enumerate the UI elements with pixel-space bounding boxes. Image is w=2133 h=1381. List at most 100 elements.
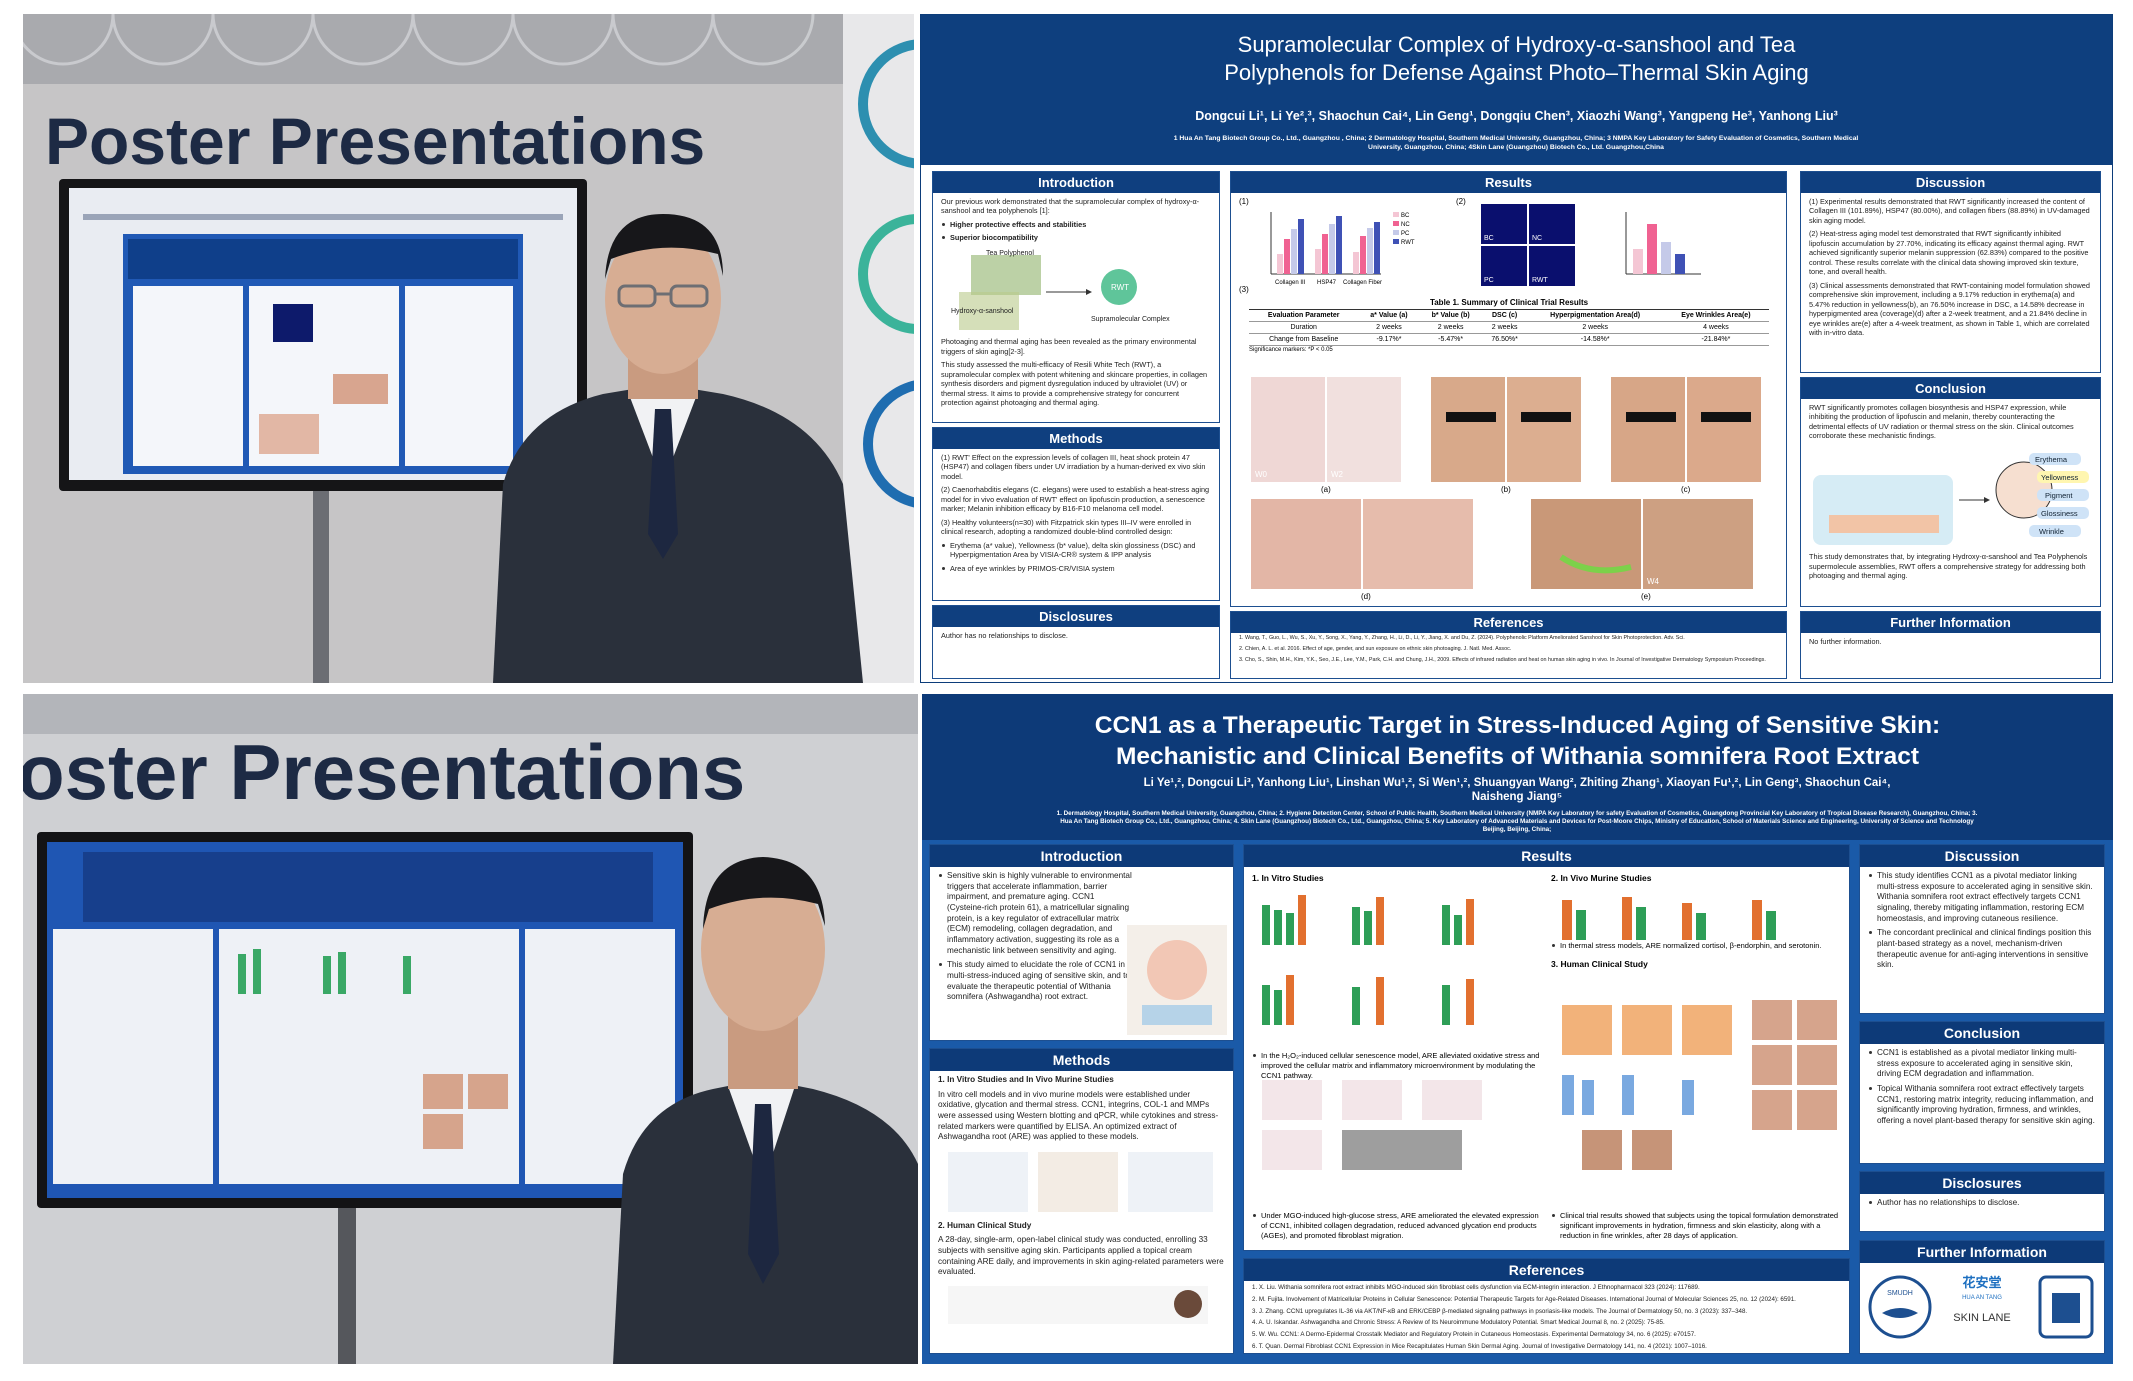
bullet-item: Higher protective effects and stabilitie… [941, 220, 1211, 229]
section-introduction: Introduction Our previous work demonstra… [932, 171, 1220, 423]
table-row: Evaluation Parameter a* Value (a) b* Value… [1249, 309, 1769, 322]
micro-label: PC [1484, 277, 1494, 284]
table-cell: 2 weeks [1358, 321, 1420, 334]
paragraph: This study assessed the multi-efficacy o… [941, 360, 1208, 408]
legend-entry: PC [1401, 231, 1410, 237]
section-heading: Conclusion [1801, 378, 2100, 399]
poster-title: Supramolecular Complex of Hydroxy-α-sans… [921, 31, 2112, 87]
paragraph: (3) Healthy volunteers(n=30) with Fitzpa… [941, 517, 1192, 537]
paragraph: 5. W. Wu. CCN1: A Dermo-Epidermal Crosst… [1252, 1331, 1696, 1338]
paragraph: 3. J. Zhang. CCN1 upregulates IL-36 via … [1252, 1307, 1748, 1315]
panel-label: (b) [1501, 485, 1511, 494]
section-heading: References [1231, 612, 1786, 633]
timepoint-label: W2 [1331, 470, 1344, 479]
section-conclusion: Conclusion CCN1 is established as a pivo… [1859, 1021, 2105, 1164]
table-note: Significance markers: *P < 0.05 [1249, 347, 1333, 353]
poster-bottom: CCN1 as a Therapeutic Target in Stress-I… [922, 694, 2113, 1364]
banner-text: oster Presentations [23, 728, 745, 816]
section-discussion: Discussion (1) Experimental results demo… [1800, 171, 2101, 373]
table-cell: Evaluation Parameter [1249, 309, 1359, 322]
section-heading: Introduction [930, 845, 1233, 867]
poster-header: CCN1 as a Therapeutic Target in Stress-I… [922, 694, 2113, 840]
result-note: Under MGO-induced high-glucose stress, A… [1252, 1211, 1542, 1240]
diagram-label: Erythema [2035, 455, 2068, 464]
section-heading: Further Information [1860, 1241, 2104, 1263]
photo-scene: oster Presentations [23, 694, 918, 1364]
section-discussion: Discussion This study identifies CCN1 as… [1859, 844, 2105, 1014]
logos: SMUDH 花安堂 HUA AN TANG SKIN LANE [1868, 1275, 2094, 1339]
person-suit [493, 384, 863, 683]
chart-category: Collagen III [1275, 280, 1306, 286]
section-heading: Methods [933, 428, 1219, 449]
bullet-item: Area of eye wrinkles by PRIMOS-CR/VISIA … [941, 564, 1211, 573]
table-row: Duration 2 weeks 2 weeks 2 weeks 2 weeks 4 we… [1249, 321, 1769, 334]
section-methods: Methods 1. In Vitro Studies and In Vivo … [929, 1048, 1234, 1354]
subheading: 3. Human Clinical Study [1551, 959, 1648, 969]
conclusion-diagram: Erythema Yellowness Pigment Glossiness W… [1813, 452, 2089, 545]
bullet-item: Topical Withania somnifera root extract … [1868, 1084, 2096, 1127]
paragraph: 1. Wang, T., Guo, L., Wu, S., Xu, Y., So… [1239, 635, 1685, 641]
logo-text: SMUDH [1887, 1290, 1913, 1297]
paragraph: Our previous work demonstrated that the … [941, 197, 1200, 216]
paragraph: 6. T. Quan. Dermal Fibroblast CCN1 Expre… [1252, 1342, 1707, 1350]
section-heading: References [1244, 1259, 1849, 1281]
timepoint-label: W0 [1255, 470, 1268, 479]
panel-label: (a) [1321, 485, 1331, 494]
bullet-list: Higher protective effects and stabilitie… [941, 220, 1211, 243]
logo-text: 花安堂 [1962, 1275, 2001, 1290]
section-heading: Introduction [933, 172, 1219, 193]
panel-label: (e) [1641, 592, 1651, 601]
table-cell: Hyperpigmentation Area(d) [1527, 309, 1663, 322]
paragraph: 2. Chien, A. L. et al. 2016. Effect of a… [1239, 645, 1512, 652]
section-conclusion: Conclusion RWT significantly promotes co… [1800, 377, 2101, 607]
table-caption: Table 1. Summary of Clinical Trial Resul… [1429, 298, 1589, 307]
table-cell: Duration [1249, 321, 1359, 334]
diagram-label: Glossiness [2041, 509, 2078, 518]
table-cell: -14.58%* [1527, 333, 1663, 346]
paragraph: 1. X. Liu. Withania somnifera root extra… [1252, 1284, 1700, 1291]
paragraph: Author has no relationships to disclose. [941, 631, 1068, 640]
paragraph: This study demonstrates that, by integra… [1809, 552, 2088, 581]
section-heading: Further Information [1801, 612, 2100, 633]
bullet-item: This study aimed to elucidate the role o… [938, 960, 1133, 1003]
table-cell: 2 weeks [1419, 321, 1482, 334]
methods-figure [948, 1285, 1208, 1324]
poster-authors: Dongcui Li¹, Li Ye²,³, Shaochun Cai⁴, Li… [1195, 109, 1838, 123]
panel-label: (d) [1361, 592, 1371, 601]
methods-figure [948, 1151, 1213, 1212]
paragraph: (3) Clinical assessments demonstrated th… [1809, 280, 2090, 338]
result-note: Clinical trial results showed that subje… [1551, 1211, 1841, 1240]
results-photos: W0 W2 (a) (b) (c) (d) (e) W4 [1251, 377, 1761, 601]
diagram-label: Wrinkle [2039, 527, 2064, 536]
table-cell: 4 weeks [1662, 321, 1769, 334]
chart-decor [1262, 895, 1837, 1170]
subheading: 1. In Vitro Studies and In Vivo Murine S… [938, 1075, 1114, 1084]
person-face [701, 867, 825, 1031]
section-heading: Methods [930, 1049, 1233, 1071]
paragraph-list: Photoaging and thermal aging has been re… [941, 337, 1211, 407]
table-cell: Eye Wrinkles Area(e) [1662, 309, 1769, 322]
table-cell: Change from Baseline [1249, 333, 1359, 346]
chart-category: Collagen Fiber [1343, 280, 1382, 286]
panel-label: (1) [1239, 197, 1249, 206]
subheading: 1. In Vitro Studies [1252, 873, 1324, 883]
section-heading: Conclusion [1860, 1022, 2104, 1044]
paragraph: A 28-day, single-arm, open-label clinica… [938, 1235, 1224, 1277]
reference-list: 1. X. Liu. Withania somnifera root extra… [1244, 1281, 1849, 1353]
paragraph-list: (1) RWT' Effect on the expression levels… [941, 453, 1211, 537]
paragraph-list: (1) Experimental results demonstrated th… [1801, 193, 2100, 346]
table-cell: -5.47%* [1419, 333, 1482, 346]
paragraph: 4. A. U. Iskandar. Ashwagandha and Chron… [1252, 1319, 1665, 1327]
photo-top: Poster Presentations [23, 14, 914, 683]
table-cell: a* Value (a) [1358, 309, 1420, 322]
title-line: CCN1 as a Therapeutic Target in Stress-I… [1094, 712, 1941, 739]
subheading: 2. In Vivo Murine Studies [1551, 873, 1652, 883]
subheading: 2. Human Clinical Study [938, 1220, 1032, 1230]
table-cell: -21.84%* [1662, 333, 1769, 346]
results-table: Table 1. Summary of Clinical Trial Resul… [1249, 298, 1769, 353]
table-cell: 76.50%* [1481, 333, 1528, 346]
section-further: Further Information SMUDH 花安堂 HUA AN TAN… [1859, 1240, 2105, 1354]
bullet-list: Sensitive skin is highly vulnerable to e… [930, 867, 1233, 1011]
